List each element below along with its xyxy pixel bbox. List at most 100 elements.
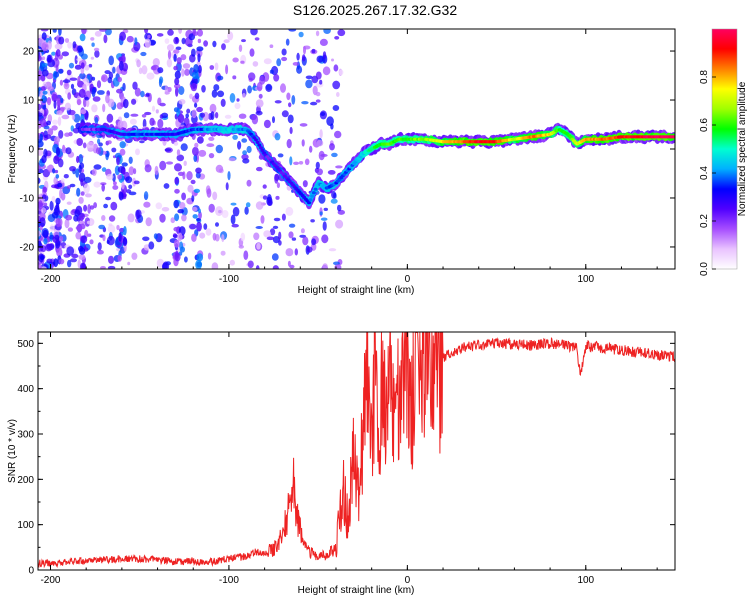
noise-speck — [75, 225, 83, 231]
noise-speck — [88, 63, 93, 68]
noise-speck — [164, 38, 170, 44]
noise-speck — [78, 154, 84, 164]
noise-speck — [93, 202, 97, 209]
noise-speck — [64, 218, 70, 229]
noise-speck — [53, 155, 60, 165]
noise-speck — [281, 48, 287, 56]
noise-speck — [42, 186, 48, 193]
noise-speck — [243, 250, 249, 260]
noise-speck — [120, 55, 126, 63]
noise-speck — [100, 266, 106, 269]
y-tick-label: 500 — [17, 339, 34, 350]
noise-speck — [302, 236, 309, 246]
noise-speck — [45, 134, 52, 140]
noise-speck — [116, 102, 124, 110]
noise-speck — [255, 226, 263, 229]
noise-speck — [68, 62, 75, 69]
noise-speck — [106, 240, 110, 244]
noise-speck — [193, 188, 200, 193]
noise-speck — [119, 148, 126, 156]
noise-speck — [316, 168, 323, 176]
noise-speck — [78, 196, 84, 204]
noise-speck — [305, 75, 313, 80]
noise-speck — [38, 200, 43, 210]
noise-speck — [154, 165, 159, 176]
noise-speck — [287, 114, 294, 124]
noise-speck — [246, 145, 252, 154]
noise-speck — [238, 113, 247, 119]
noise-speck — [108, 55, 114, 66]
noise-speck — [315, 161, 320, 170]
noise-speck — [39, 133, 44, 142]
y-tick-label: -10 — [20, 193, 35, 204]
noise-speck — [42, 90, 48, 95]
noise-speck — [184, 256, 188, 263]
noise-speck — [177, 209, 184, 214]
noise-speck — [55, 217, 61, 228]
noise-speck — [323, 207, 328, 211]
noise-speck — [212, 191, 218, 201]
noise-speck — [221, 210, 229, 218]
noise-speck — [76, 187, 81, 197]
noise-speck — [273, 74, 280, 82]
noise-speck — [229, 93, 236, 103]
ridge-core — [257, 143, 262, 147]
noise-speck — [248, 72, 256, 81]
noise-speck — [134, 87, 141, 97]
ridge-core — [255, 140, 260, 144]
noise-speck — [166, 58, 173, 68]
noise-speck — [55, 49, 61, 57]
noise-speck — [191, 77, 198, 85]
noise-speck — [246, 179, 252, 187]
noise-speck — [49, 224, 55, 232]
snr-axes: -200 -100 0 100 0 100 200 300 400 500 — [17, 332, 675, 586]
noise-speck — [174, 77, 180, 86]
noise-speck — [76, 99, 82, 106]
noise-speck — [191, 71, 199, 80]
noise-speck — [157, 118, 164, 129]
noise-speck — [330, 123, 334, 130]
noise-speck — [178, 99, 186, 105]
noise-speck — [67, 92, 72, 100]
noise-speck — [167, 44, 174, 52]
noise-speck — [208, 153, 215, 159]
noise-speck — [262, 184, 267, 189]
noise-speck — [196, 221, 202, 232]
noise-speck — [332, 105, 340, 111]
noise-speck — [175, 46, 182, 51]
noise-speck — [298, 161, 304, 165]
noise-speck — [244, 206, 249, 215]
noise-speck — [334, 36, 340, 40]
noise-speck — [143, 191, 149, 201]
noise-speck — [40, 86, 46, 91]
noise-speck — [96, 80, 102, 89]
noise-speck — [281, 56, 288, 62]
colorbar-tick-label: 0.2 — [699, 214, 710, 228]
noise-speck — [92, 96, 101, 102]
noise-speck — [126, 189, 132, 194]
colorbar-ticks: 0.0 0.2 0.4 0.6 0.8 — [699, 70, 716, 276]
noise-speck — [255, 201, 264, 210]
noise-speck — [230, 202, 237, 206]
noise-speck — [93, 164, 102, 170]
noise-speck — [311, 48, 316, 54]
noise-speck — [91, 87, 96, 98]
noise-speck — [333, 261, 340, 266]
noise-speck — [176, 57, 182, 65]
noise-speck — [144, 29, 149, 34]
noise-speck — [80, 178, 84, 187]
noise-speck — [272, 225, 279, 229]
noise-speck — [250, 29, 258, 36]
noise-speck — [174, 83, 181, 89]
noise-speck — [128, 184, 133, 189]
noise-speck — [320, 112, 326, 116]
noise-speck — [319, 79, 323, 85]
noise-speck — [228, 157, 236, 162]
noise-speck — [151, 105, 156, 112]
noise-speck — [265, 83, 273, 92]
noise-speck — [174, 177, 179, 185]
noise-speck — [167, 50, 172, 60]
noise-speck — [91, 168, 97, 176]
noise-speck — [252, 61, 259, 67]
noise-speck — [91, 42, 95, 47]
